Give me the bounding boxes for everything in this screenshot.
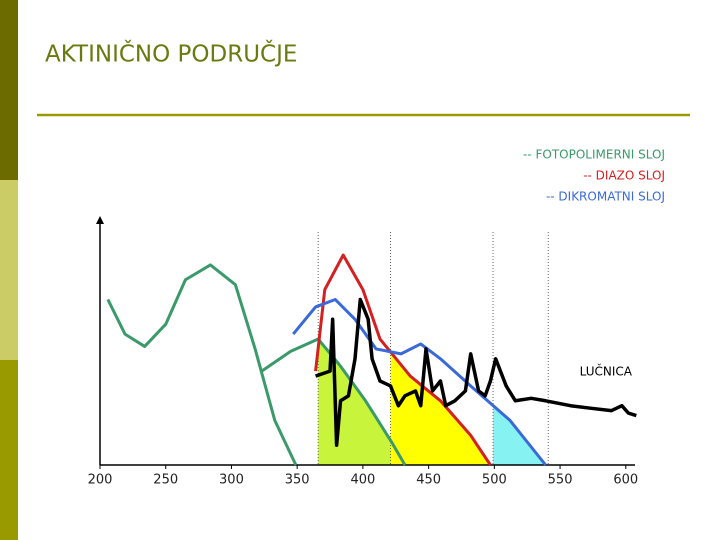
sidebar-top <box>0 0 18 180</box>
legend-label: -- FOTOPOLIMERNI SLOJ <box>523 148 665 162</box>
series-line <box>315 297 637 447</box>
x-tick-label: 500 <box>482 473 507 488</box>
x-tick-label: 350 <box>285 473 310 488</box>
legend-label: LUČNICA <box>580 364 633 379</box>
sidebar-middle <box>0 180 18 360</box>
legend-label: -- DIKROMATNI SLOJ <box>546 190 665 204</box>
x-tick-label: 450 <box>416 473 441 488</box>
x-tick-label: 600 <box>613 473 638 488</box>
series-line <box>314 253 492 466</box>
x-tick-label: 550 <box>548 473 573 488</box>
legend-label: -- DIAZO SLOJ <box>583 169 665 183</box>
series-line <box>106 263 407 466</box>
fill-region <box>318 339 391 465</box>
series-line <box>292 298 547 466</box>
sidebar-bottom <box>0 360 18 540</box>
x-tick-label: 200 <box>88 473 113 488</box>
fill-region <box>390 351 491 465</box>
x-tick-label: 400 <box>350 473 375 488</box>
slide-title: AKTINIČNO PODRUČJE <box>45 40 297 68</box>
y-axis-arrow <box>96 216 104 224</box>
x-tick-label: 250 <box>153 473 178 488</box>
x-tick-label: 300 <box>219 473 244 488</box>
